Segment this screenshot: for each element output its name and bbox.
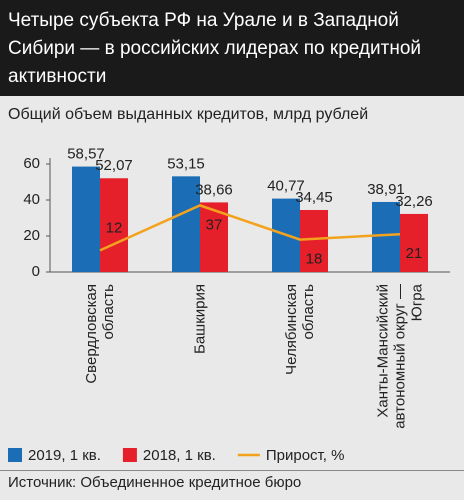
value-label: 38,66 xyxy=(195,181,233,198)
x-tick-label: Свердловская область xyxy=(83,284,117,384)
value-label: 40,77 xyxy=(267,178,305,195)
value-label: 38,91 xyxy=(367,181,405,198)
value-label: 53,15 xyxy=(167,155,205,172)
subtitle: Общий объем выданных кредитов, млрд рубл… xyxy=(8,106,369,123)
value-label: 58,57 xyxy=(67,146,105,163)
x-tick-label: Ханты-Мансийский автономный округ — Югра xyxy=(374,284,426,429)
y-tick-label: 60 xyxy=(23,155,40,172)
y-tick-label: 0 xyxy=(32,263,40,280)
value-label: 34,45 xyxy=(295,189,333,206)
legend-label: 2018, 1 кв. xyxy=(143,447,216,464)
title: Четыре субъекта РФ на Урале и в Западной… xyxy=(0,0,464,96)
value-label: 52,07 xyxy=(95,157,133,174)
x-tick-label: Челябинская область xyxy=(283,284,317,375)
bar xyxy=(72,166,100,272)
source: Источник: Объединенное кредитное бюро xyxy=(8,474,302,491)
line-label: 12 xyxy=(106,219,123,236)
legend-swatch xyxy=(122,448,137,462)
line-label: 37 xyxy=(206,216,223,233)
legend-label: Прирост, % xyxy=(266,447,345,464)
x-tick-label: Башкирия xyxy=(191,284,209,355)
legend-swatch xyxy=(8,448,22,462)
bar xyxy=(372,201,400,272)
legend-label: 2019, 1 кв. xyxy=(28,447,101,464)
bar xyxy=(100,178,128,272)
y-tick-label: 20 xyxy=(23,227,40,244)
y-tick-label: 40 xyxy=(23,191,40,208)
separator xyxy=(0,470,464,471)
line xyxy=(99,204,401,252)
value-label: 32,26 xyxy=(395,193,433,210)
line-label: 18 xyxy=(306,251,323,268)
line-label: 21 xyxy=(406,245,423,262)
bar xyxy=(172,176,200,272)
bar xyxy=(400,213,428,272)
bar xyxy=(300,209,328,272)
